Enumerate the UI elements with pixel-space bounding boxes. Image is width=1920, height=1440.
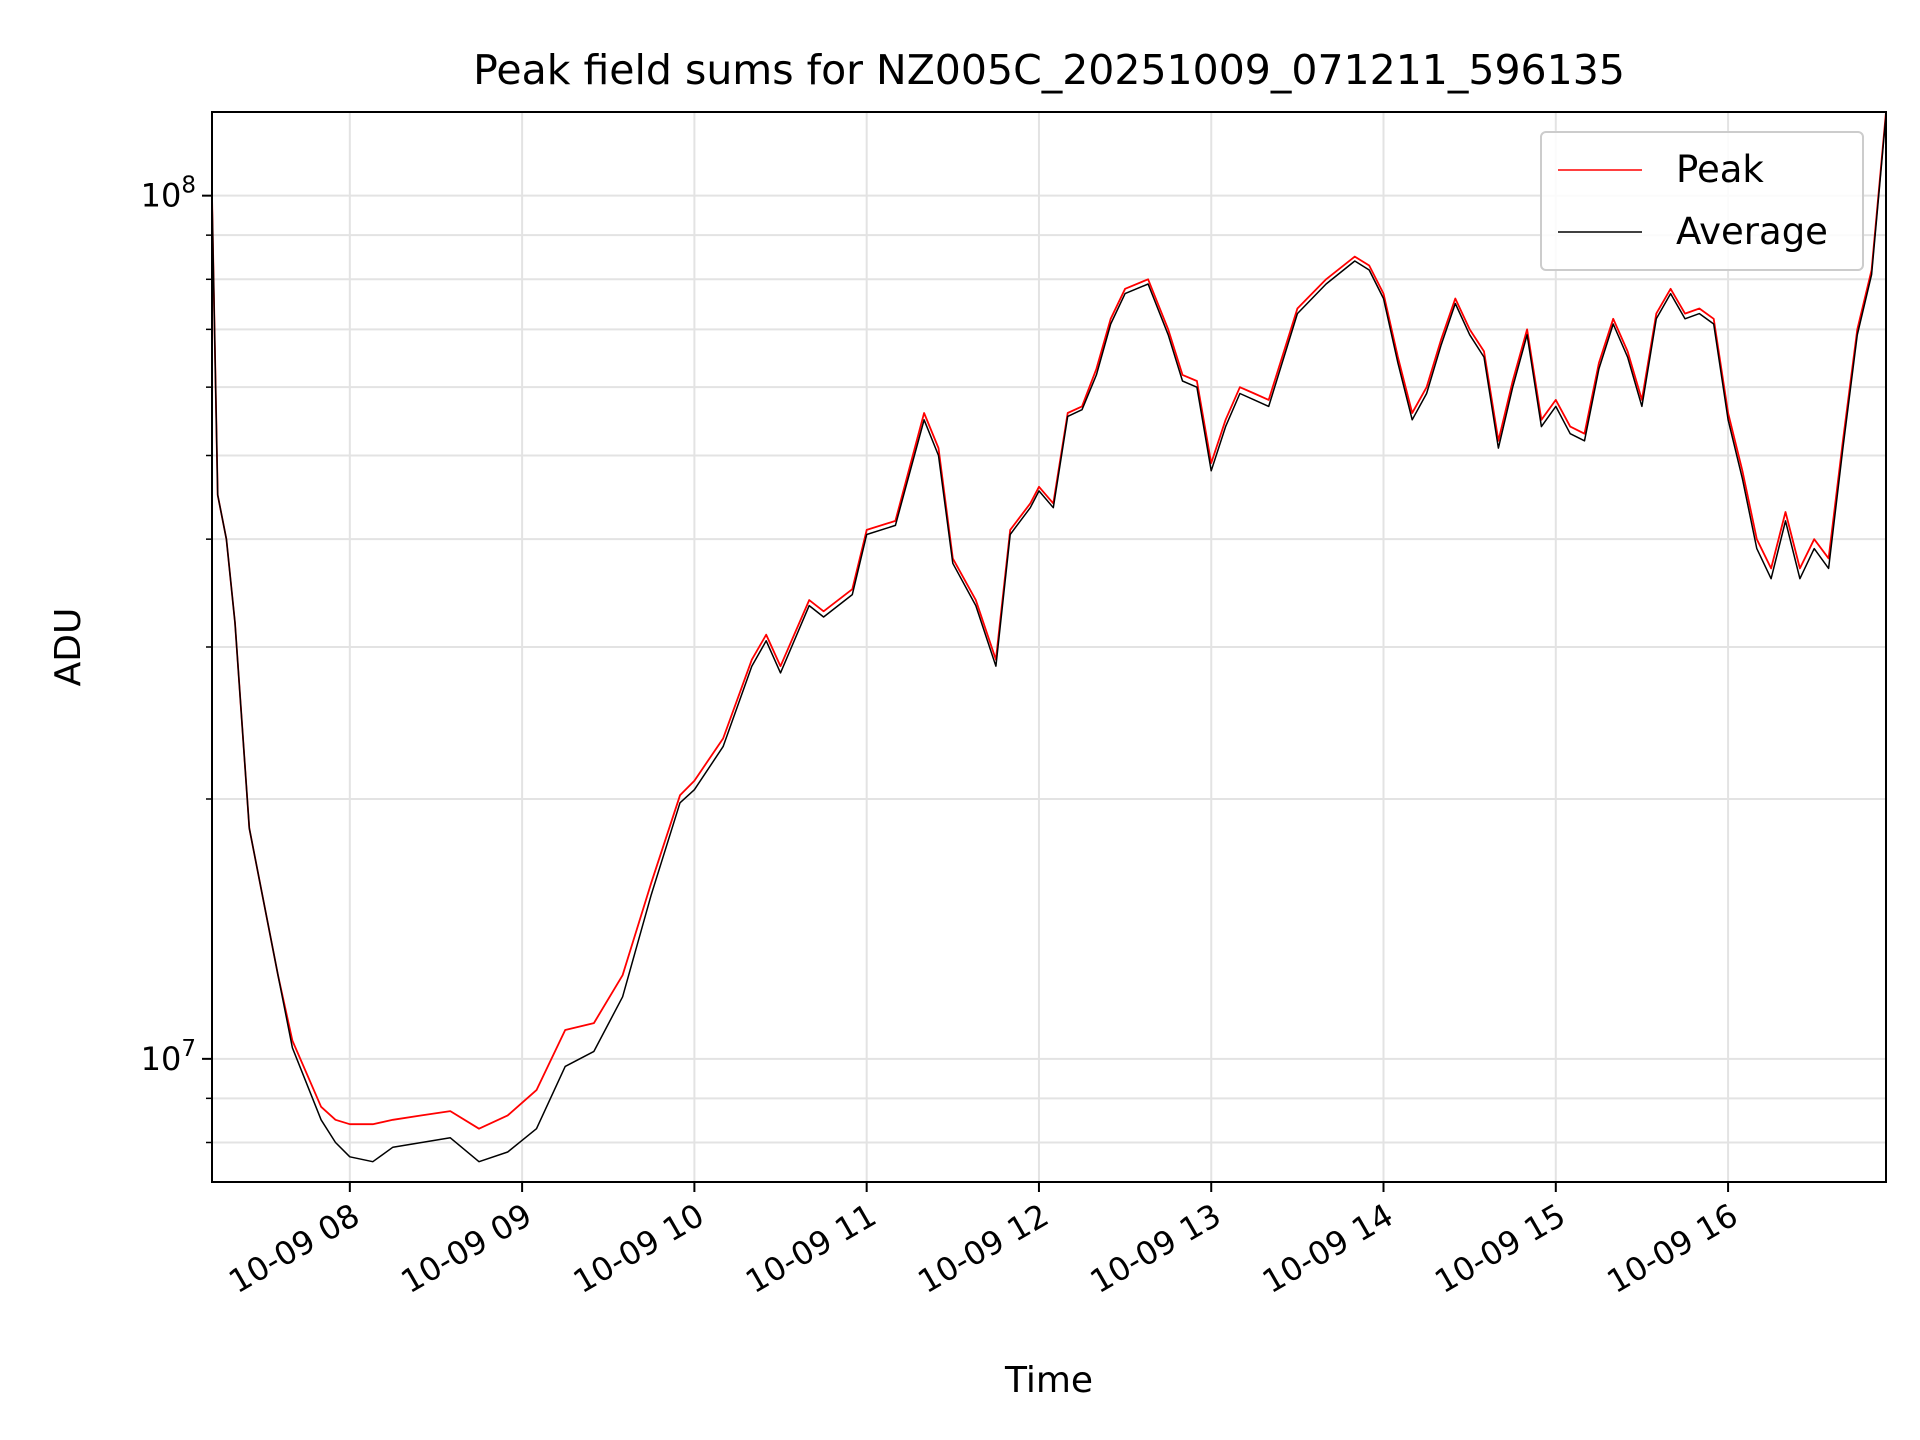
series-line-average [211,114,1887,1163]
legend: Peak Average [1540,131,1864,271]
x-axis-label: Time [1004,1360,1093,1401]
y-tick-label: 107 [141,1036,196,1078]
legend-box [1540,131,1864,271]
y-tick-label: 108 [141,173,196,215]
y-tick-label-base: 10 [141,1040,182,1078]
chart-title: Peak field sums for NZ005C_20251009_0712… [473,46,1625,94]
legend-label-peak: Peak [1676,148,1764,191]
y-tick-label-base: 10 [141,177,182,215]
y-tick-label-exponent: 8 [181,173,196,199]
series-layer [211,111,1887,1163]
legend-label-average: Average [1676,210,1828,253]
y-axis-label: ADU [48,608,89,687]
series-line-peak [211,111,1887,1130]
y-tick-label-exponent: 7 [181,1036,196,1062]
